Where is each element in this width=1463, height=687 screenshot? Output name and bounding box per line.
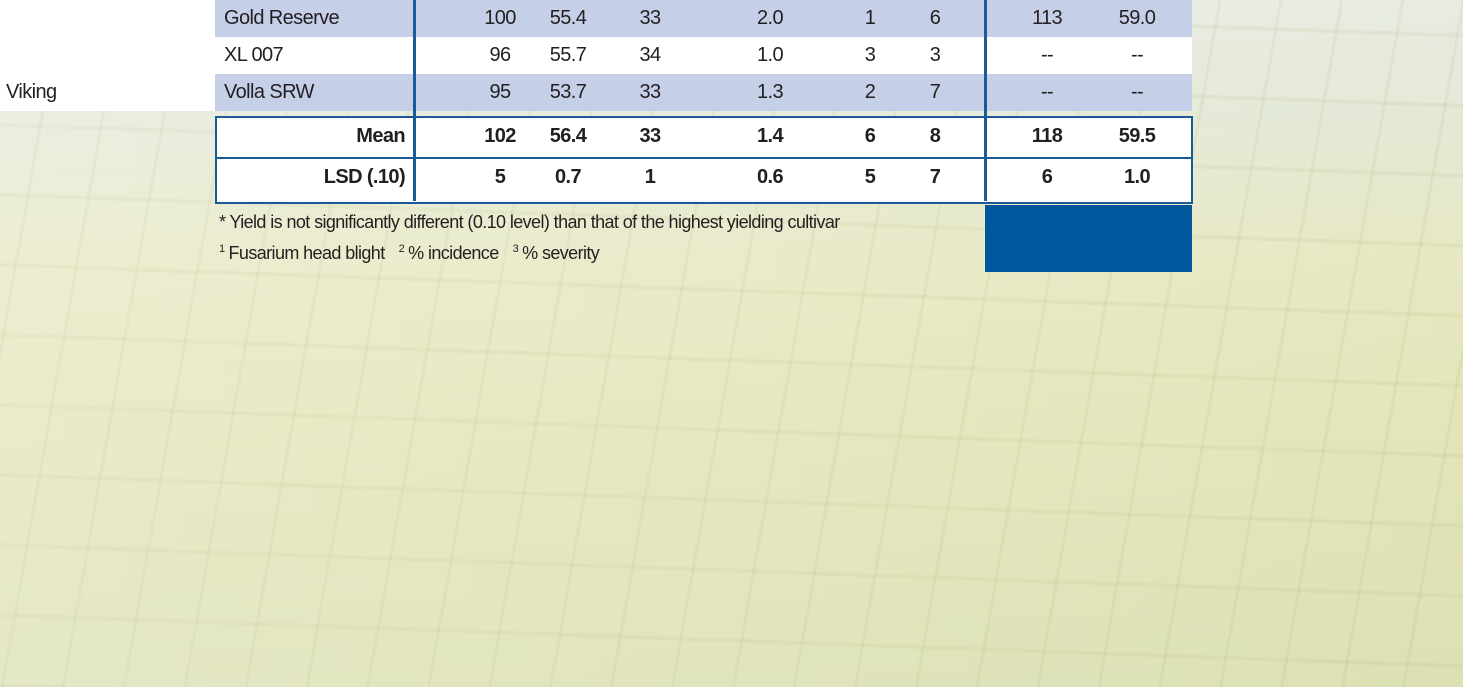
summary-value: 118 — [1007, 118, 1087, 155]
value-cell: 1.3 — [730, 74, 810, 111]
value-cell: 2.0 — [730, 0, 810, 37]
summary-value: 1 — [610, 159, 690, 196]
value-cell: 7 — [895, 74, 975, 111]
value-cell: 113 — [1007, 0, 1087, 37]
value-cell: 3 — [895, 37, 975, 74]
value-cell: -- — [1007, 74, 1087, 111]
value-cell: -- — [1007, 37, 1087, 74]
footnote-mark: 2 — [399, 243, 405, 255]
brand-cell: Viking — [6, 74, 57, 111]
footnote-mark: 1 — [219, 243, 225, 255]
summary-value: 59.5 — [1097, 118, 1177, 155]
summary-value: 1.4 — [730, 118, 810, 155]
value-cell: 6 — [895, 0, 975, 37]
value-cell: 55.4 — [528, 0, 608, 37]
summary-value: 33 — [610, 118, 690, 155]
footnote-text: Fusarium head blight — [229, 243, 385, 263]
cultivar-cell: XL 007 — [224, 37, 283, 74]
value-cell: 55.7 — [528, 37, 608, 74]
value-cell: -- — [1097, 37, 1177, 74]
summary-value: 7 — [895, 159, 975, 196]
value-cell: 33 — [610, 0, 690, 37]
column-divider — [413, 0, 416, 201]
cultivar-cell: Volla SRW — [224, 74, 314, 111]
value-cell: 34 — [610, 37, 690, 74]
summary-value: 1.0 — [1097, 159, 1177, 196]
summary-divider — [216, 157, 1191, 159]
value-cell: 53.7 — [528, 74, 608, 111]
summary-label: LSD (.10) — [215, 159, 405, 196]
footnote-mark: 3 — [513, 243, 519, 255]
footnote-text: % severity — [522, 243, 599, 263]
summary-value: 0.6 — [730, 159, 810, 196]
summary-value: 6 — [1007, 159, 1087, 196]
summary-label: Mean — [215, 118, 405, 155]
page: Gold Reserve10055.4332.01611359.0XL 0079… — [0, 0, 1463, 687]
summary-value: 8 — [895, 118, 975, 155]
summary-value: 56.4 — [528, 118, 608, 155]
cultivar-cell: Gold Reserve — [224, 0, 339, 37]
footnote-significance: * Yield is not significantly different (… — [219, 212, 840, 233]
value-cell: -- — [1097, 74, 1177, 111]
footnote-definitions: 1 Fusarium head blight 2% incidence 3% seve… — [219, 243, 599, 264]
footnote-text: % incidence — [408, 243, 498, 263]
blue-accent-box — [985, 205, 1192, 272]
value-cell: 59.0 — [1097, 0, 1177, 37]
column-divider — [984, 0, 987, 201]
value-cell: 33 — [610, 74, 690, 111]
summary-value: 0.7 — [528, 159, 608, 196]
value-cell: 1.0 — [730, 37, 810, 74]
